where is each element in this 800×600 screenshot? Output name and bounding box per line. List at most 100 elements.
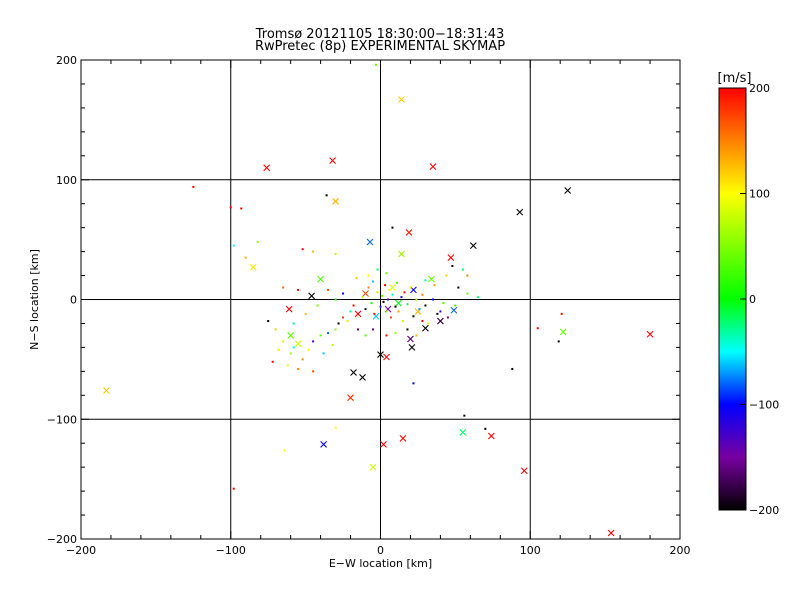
- dot-marker: [346, 320, 349, 323]
- dot-marker: [560, 312, 563, 315]
- dot-marker: [431, 298, 434, 301]
- dot-marker: [349, 310, 352, 313]
- x-tick-label: 0: [377, 544, 384, 557]
- cross-marker: [398, 96, 405, 103]
- dot-marker: [436, 312, 439, 315]
- cross-marker: [395, 299, 402, 307]
- cross-marker: [294, 340, 302, 348]
- dot-marker: [412, 315, 415, 318]
- dot-marker: [334, 252, 337, 255]
- cross-marker: [308, 292, 316, 300]
- data-points: [103, 63, 654, 537]
- x-axis-label: E−W location [km]: [329, 557, 432, 570]
- cross-marker: [450, 306, 458, 314]
- dot-marker: [424, 304, 427, 307]
- cross-marker: [399, 435, 407, 442]
- dot-marker: [312, 340, 315, 343]
- dot-marker: [364, 334, 367, 337]
- dot-marker: [375, 63, 378, 66]
- dot-marker: [292, 346, 295, 349]
- dot-marker: [400, 296, 403, 299]
- dot-marker: [289, 352, 292, 355]
- dot-marker: [301, 358, 304, 361]
- dot-marker: [364, 308, 367, 311]
- dot-marker: [421, 320, 424, 323]
- dot-marker: [334, 426, 337, 429]
- cross-marker: [249, 263, 257, 271]
- cross-marker: [354, 310, 362, 318]
- dot-marker: [282, 286, 285, 289]
- dot-marker: [232, 487, 235, 490]
- dot-marker: [337, 322, 340, 325]
- colorbar-tick-label: −200: [749, 504, 779, 517]
- dot-marker: [373, 312, 376, 315]
- cross-marker: [383, 353, 390, 361]
- dot-marker: [334, 328, 337, 331]
- cross-marker: [487, 432, 495, 440]
- dot-marker: [439, 310, 442, 313]
- dot-marker: [327, 332, 330, 335]
- dot-marker: [421, 293, 424, 296]
- colorbar-unit-label: [m/s]: [718, 71, 752, 86]
- dot-marker: [394, 305, 397, 308]
- cross-marker: [377, 351, 384, 358]
- cross-marker: [516, 208, 524, 216]
- dot-marker: [357, 328, 360, 331]
- dot-marker: [277, 348, 280, 351]
- cross-marker: [398, 250, 405, 258]
- dot-marker: [244, 256, 247, 259]
- cross-marker: [407, 335, 414, 343]
- dot-marker: [463, 414, 466, 417]
- dot-marker: [316, 304, 319, 307]
- cross-marker: [320, 441, 327, 448]
- dot-marker: [372, 280, 375, 283]
- cross-marker: [405, 229, 413, 236]
- dot-marker: [454, 304, 457, 307]
- cross-marker: [459, 429, 467, 436]
- x-tick-label: −200: [66, 544, 96, 557]
- dot-marker: [301, 248, 304, 251]
- cross-marker: [359, 373, 366, 381]
- dot-marker: [484, 427, 487, 430]
- dot-marker: [192, 185, 195, 188]
- dot-marker: [229, 206, 232, 209]
- colorbar-tick-label: 0: [749, 293, 756, 306]
- cross-marker: [646, 330, 654, 338]
- dot-marker: [325, 194, 328, 197]
- dot-marker: [376, 268, 379, 271]
- dot-marker: [451, 264, 454, 267]
- dot-marker: [256, 241, 259, 244]
- cross-marker: [347, 394, 354, 402]
- dot-marker: [312, 370, 315, 373]
- x-tick-label: −100: [216, 544, 246, 557]
- dot-marker: [412, 382, 415, 385]
- dot-marker: [327, 288, 330, 291]
- dot-marker: [232, 244, 235, 247]
- cross-marker: [366, 238, 374, 246]
- cross-marker: [329, 157, 336, 164]
- dot-marker: [352, 304, 355, 307]
- cross-marker: [350, 369, 357, 376]
- dot-marker: [433, 284, 436, 287]
- cross-marker: [607, 529, 615, 537]
- dot-marker: [370, 302, 373, 305]
- dot-marker: [297, 367, 300, 370]
- dot-marker: [466, 292, 469, 295]
- dot-marker: [511, 367, 514, 370]
- cross-marker: [469, 242, 477, 250]
- colorbar-ticks: 200 100 0 −100 −200: [740, 82, 779, 517]
- dot-marker: [282, 340, 285, 343]
- dot-marker: [415, 298, 418, 301]
- cross-marker: [559, 328, 567, 336]
- dot-marker: [391, 226, 394, 229]
- dot-marker: [297, 288, 300, 291]
- y-tick-label: 200: [56, 54, 77, 67]
- dot-marker: [385, 272, 388, 275]
- cross-marker: [428, 275, 435, 283]
- cross-marker: [437, 317, 444, 325]
- cross-marker: [369, 463, 377, 471]
- dot-marker: [267, 320, 270, 323]
- dot-marker: [367, 286, 370, 289]
- dot-marker: [379, 305, 382, 308]
